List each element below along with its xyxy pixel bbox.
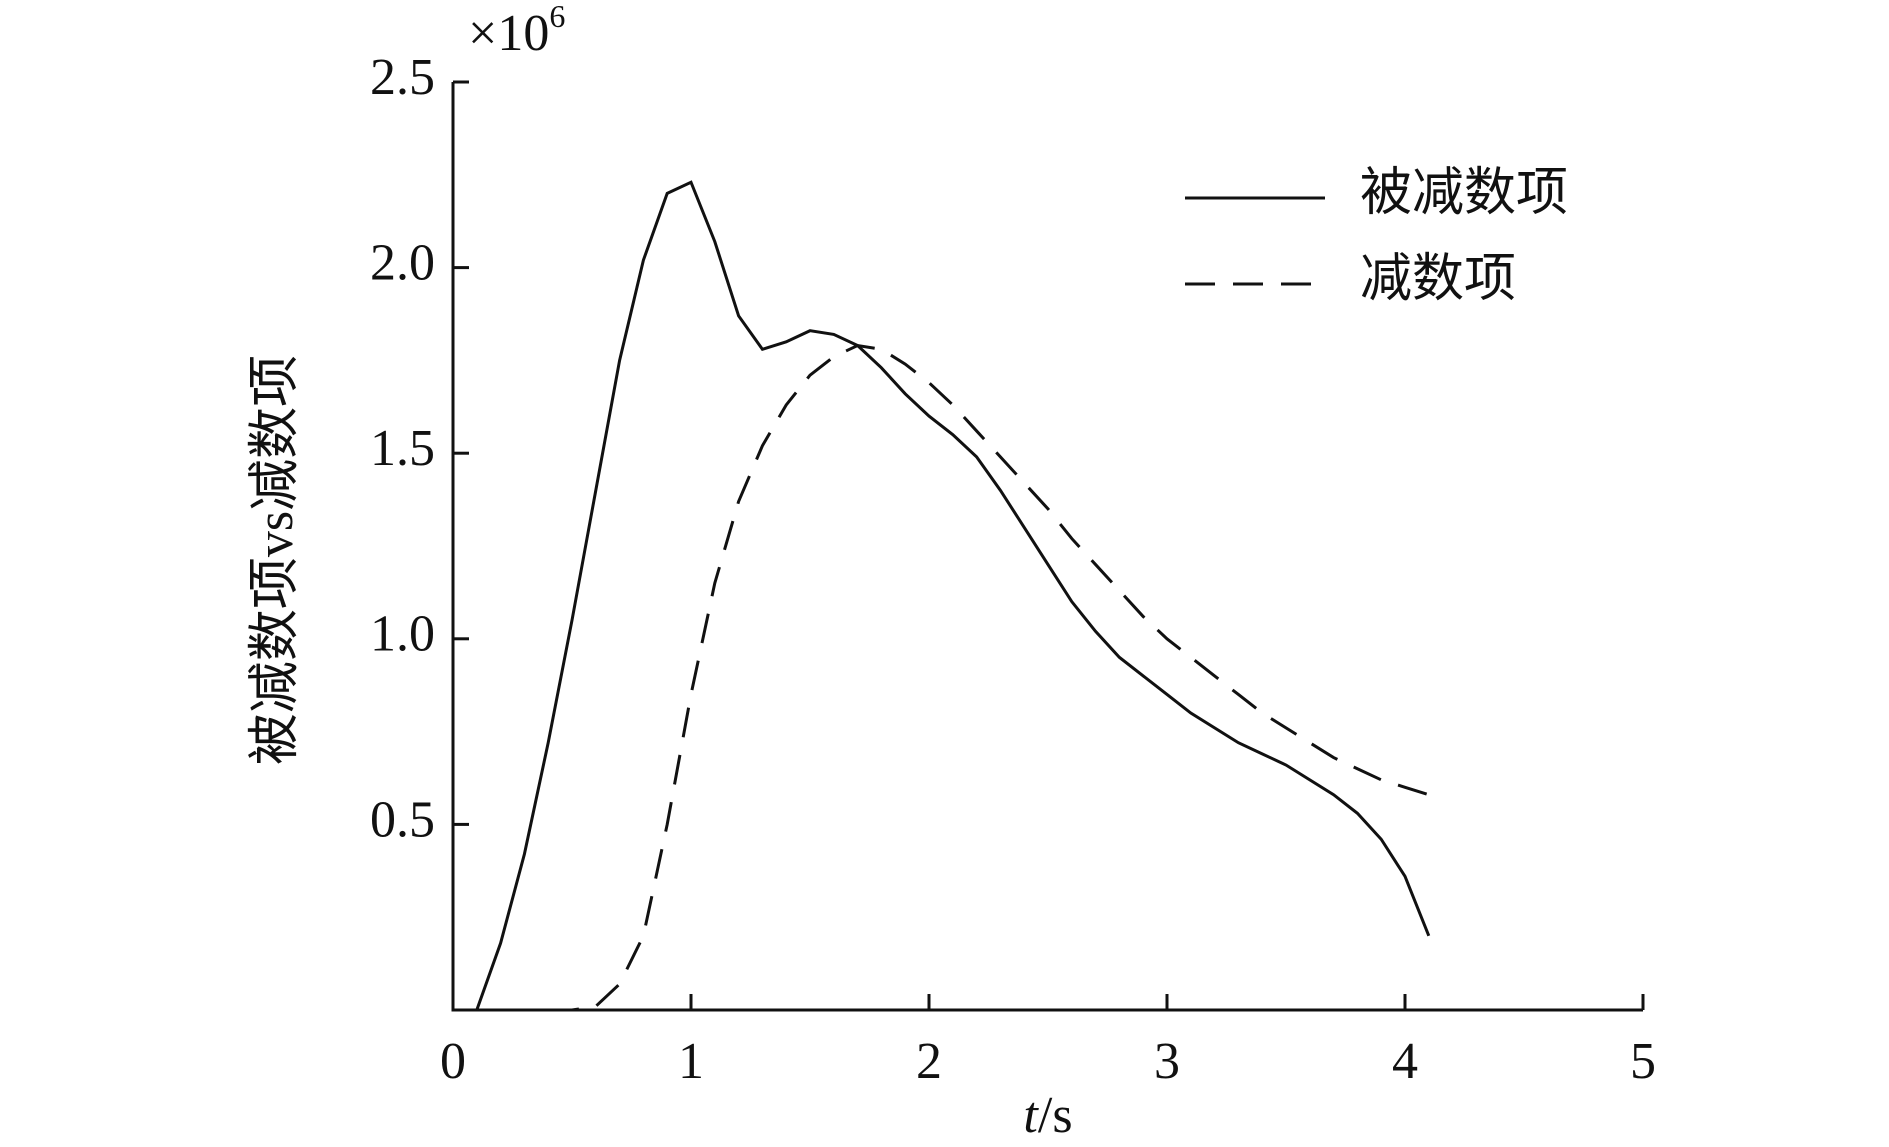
legend-label: 被减数项	[1360, 165, 1568, 222]
y-tick-label: 2.5	[370, 49, 435, 106]
y-tick-label: 2.0	[370, 235, 435, 292]
y-tick-label: 0.5	[370, 791, 435, 848]
x-axis-label: t/s	[1023, 1087, 1072, 1144]
x-tick-label: 5	[1630, 1033, 1656, 1090]
legend-label: 减数项	[1360, 251, 1516, 308]
y-tick-label: 1.5	[370, 420, 435, 477]
x-tick-label: 1	[678, 1033, 704, 1090]
x-tick-label: 2	[916, 1033, 942, 1090]
x-tick-label: 3	[1154, 1033, 1180, 1090]
x-tick-label: 4	[1392, 1033, 1418, 1090]
y-multiplier: ×106	[468, 0, 565, 62]
x-tick-label: 0	[440, 1033, 466, 1090]
series-line	[453, 180, 1431, 1012]
series-line	[453, 343, 1430, 1012]
y-tick-label: 1.0	[370, 606, 435, 663]
y-axis-label: 被减数项vs减数项	[247, 355, 304, 765]
